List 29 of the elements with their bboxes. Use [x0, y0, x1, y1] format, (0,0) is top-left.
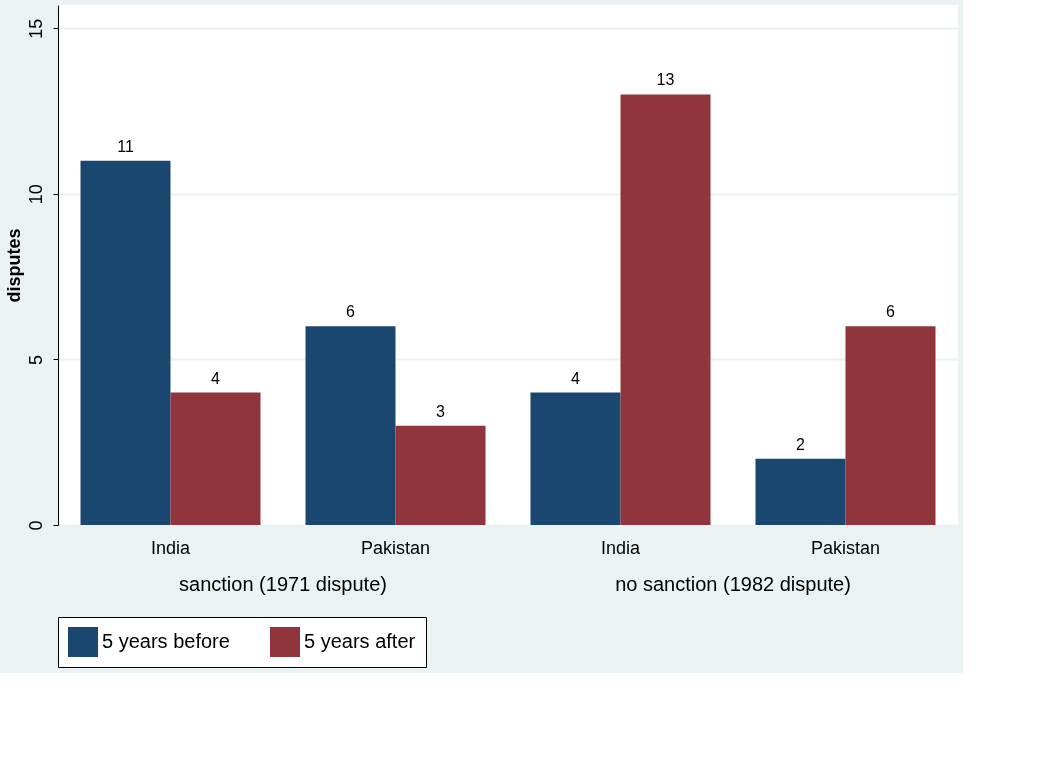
x-tick-label: Pakistan	[810, 537, 881, 558]
bar	[395, 425, 486, 525]
data-label: 4	[211, 369, 221, 387]
data-label: 6	[346, 303, 356, 321]
legend-label: 5 years after	[304, 630, 416, 652]
data-label: 6	[886, 303, 896, 321]
bar	[305, 326, 396, 525]
y-tick-label: 5	[25, 354, 46, 365]
bar	[170, 392, 261, 525]
y-tick-label: 10	[25, 184, 46, 205]
bar	[620, 94, 711, 525]
y-tick-label: 15	[25, 18, 46, 39]
text: sanction (1971 dispute)	[179, 573, 387, 595]
data-label: 3	[436, 402, 446, 420]
bar	[755, 458, 846, 525]
data-label: 4	[571, 369, 581, 387]
data-label: 2	[796, 435, 806, 453]
x-tick-label: Pakistan	[360, 537, 431, 558]
bar	[530, 392, 621, 525]
x-tick-label: India	[150, 537, 191, 558]
bar	[845, 326, 936, 525]
data-label: 13	[656, 71, 675, 89]
text: no sanction (1982 dispute)	[615, 573, 851, 595]
y-tick-label: 0	[25, 520, 46, 531]
y-axis-title: disputes	[3, 228, 24, 303]
x-tick-label: India	[600, 537, 641, 558]
legend-label: 5 years before	[102, 630, 230, 652]
bar	[80, 160, 171, 525]
data-label: 11	[117, 137, 134, 155]
